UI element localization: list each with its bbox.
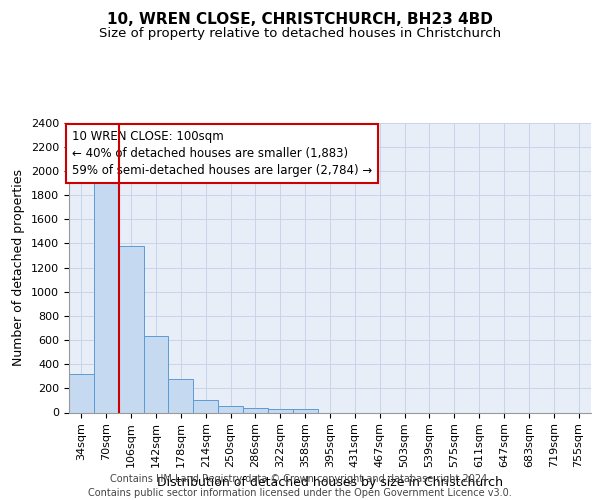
- Y-axis label: Number of detached properties: Number of detached properties: [13, 169, 25, 366]
- Bar: [293, 410, 317, 412]
- Bar: [169, 380, 193, 412]
- X-axis label: Distribution of detached houses by size in Christchurch: Distribution of detached houses by size …: [157, 476, 503, 488]
- Text: Size of property relative to detached houses in Christchurch: Size of property relative to detached ho…: [99, 28, 501, 40]
- Bar: [94, 178, 119, 412]
- Bar: [119, 246, 143, 412]
- Bar: [218, 406, 243, 412]
- Bar: [268, 409, 293, 412]
- Bar: [143, 336, 169, 412]
- Text: 10, WREN CLOSE, CHRISTCHURCH, BH23 4BD: 10, WREN CLOSE, CHRISTCHURCH, BH23 4BD: [107, 12, 493, 28]
- Bar: [193, 400, 218, 412]
- Text: Contains HM Land Registry data © Crown copyright and database right 2024.
Contai: Contains HM Land Registry data © Crown c…: [88, 474, 512, 498]
- Bar: [243, 408, 268, 412]
- Bar: [69, 374, 94, 412]
- Text: 10 WREN CLOSE: 100sqm
← 40% of detached houses are smaller (1,883)
59% of semi-d: 10 WREN CLOSE: 100sqm ← 40% of detached …: [71, 130, 372, 177]
